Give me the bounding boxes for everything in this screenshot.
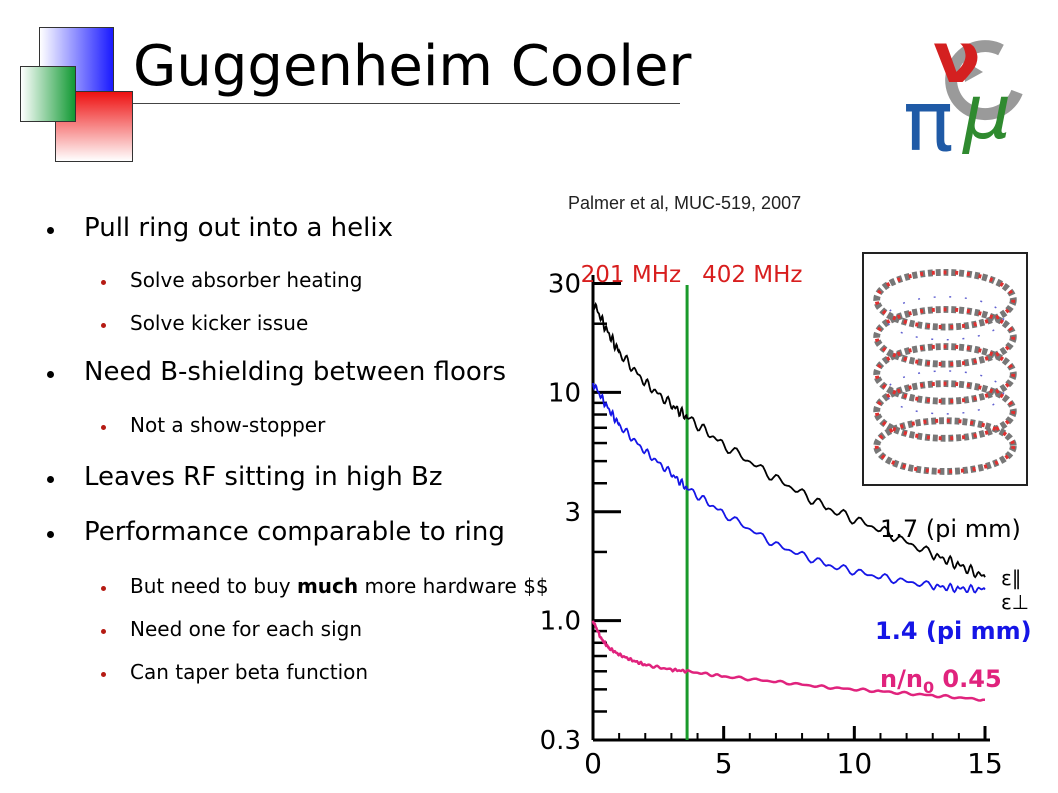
sub-bullet-dot <box>101 280 106 285</box>
decorative-square-green <box>20 66 76 122</box>
plot-series <box>591 285 986 740</box>
logo-circular-arrow <box>945 40 1023 121</box>
sub-bullet-text: Need one for each sign <box>130 617 362 641</box>
slide-title: Guggenheim Cooler <box>133 34 692 99</box>
y-tick-label: 30 <box>548 270 581 300</box>
series-longitudinal-emittance <box>592 301 986 579</box>
sub-bullet-text: Solve absorber heating <box>130 268 363 292</box>
rf-label-right: 402 MHz <box>702 262 802 288</box>
logo-arrowhead <box>963 60 983 82</box>
plot-axes: 30 10 3 1.0 0.30 5 10 15 <box>540 270 1003 780</box>
sub-bullet-dot <box>101 425 106 430</box>
plot-labels: 201 MHz 402 MHz 1.7 (pi mm) 1.4 (pi mm) n/n0… <box>581 262 1032 697</box>
emphasis-much: much <box>296 574 359 598</box>
x-tick-label: 0 <box>584 747 602 780</box>
sub-bullet-text: But need to buy much more hardware $$ <box>130 574 549 598</box>
sub-bullet-dot <box>101 672 106 677</box>
y-tick-label: 0.3 <box>540 726 581 756</box>
bullet-text: Performance comparable to ring <box>84 517 505 547</box>
bullet-dot <box>47 227 54 234</box>
title-underline <box>133 103 680 104</box>
series-label-transverse: 1.4 (pi mm) <box>875 617 1032 645</box>
y-tick-label: 10 <box>548 378 581 408</box>
bullet-dot <box>47 476 54 483</box>
epsilon-parallel-symbol: ε∥ <box>1001 566 1022 590</box>
y-tick-label: 3 <box>564 498 581 528</box>
x-tick-label: 5 <box>715 747 733 780</box>
sub-bullet-text-pre: But need to buy <box>130 574 297 598</box>
series-transverse-emittance <box>592 382 986 594</box>
sub-bullet-text: Solve kicker issue <box>130 311 309 335</box>
bullet-text: Leaves RF sitting in high Bz <box>84 462 443 492</box>
y-tick-label: 1.0 <box>540 607 581 637</box>
series-label-longitudinal: 1.7 (pi mm) <box>880 515 1021 543</box>
series-label-transmission: n/n0 0.45 <box>880 665 1002 697</box>
sub-bullet-dot <box>101 323 106 328</box>
pi-nu-mu-logo: ν π μ <box>905 22 1023 162</box>
helix-cooler-diagram <box>862 252 1028 486</box>
epsilon-perp-symbol: ε⊥ <box>1001 590 1029 614</box>
emittance-plot: 30 10 3 1.0 0.30 5 10 15 201 MHz 402 MHz 1.7 (pi … <box>540 262 1032 780</box>
bullet-dot <box>47 371 54 378</box>
logo-nu: ν <box>933 22 981 99</box>
rf-label-left: 201 MHz <box>581 262 681 288</box>
bullet-text: Need B-shielding between floors <box>84 357 506 387</box>
x-tick-label: 15 <box>967 747 1003 780</box>
x-tick-label: 10 <box>837 747 873 780</box>
sub-bullet-dot <box>101 629 106 634</box>
logo-mu: μ <box>962 67 1011 156</box>
series-transmission <box>591 620 985 702</box>
sub-bullet-text: Not a show-stopper <box>130 413 326 437</box>
sub-bullet-text: Can taper beta function <box>130 660 369 684</box>
bullet-dot <box>47 531 54 538</box>
bullet-text: Pull ring out into a helix <box>84 213 393 243</box>
citation: Palmer et al, MUC-519, 2007 <box>568 193 802 213</box>
sub-bullet-dot <box>101 586 106 591</box>
logo-pi: π <box>905 72 954 162</box>
sub-bullet-text-post: more hardware $$ <box>358 574 549 598</box>
